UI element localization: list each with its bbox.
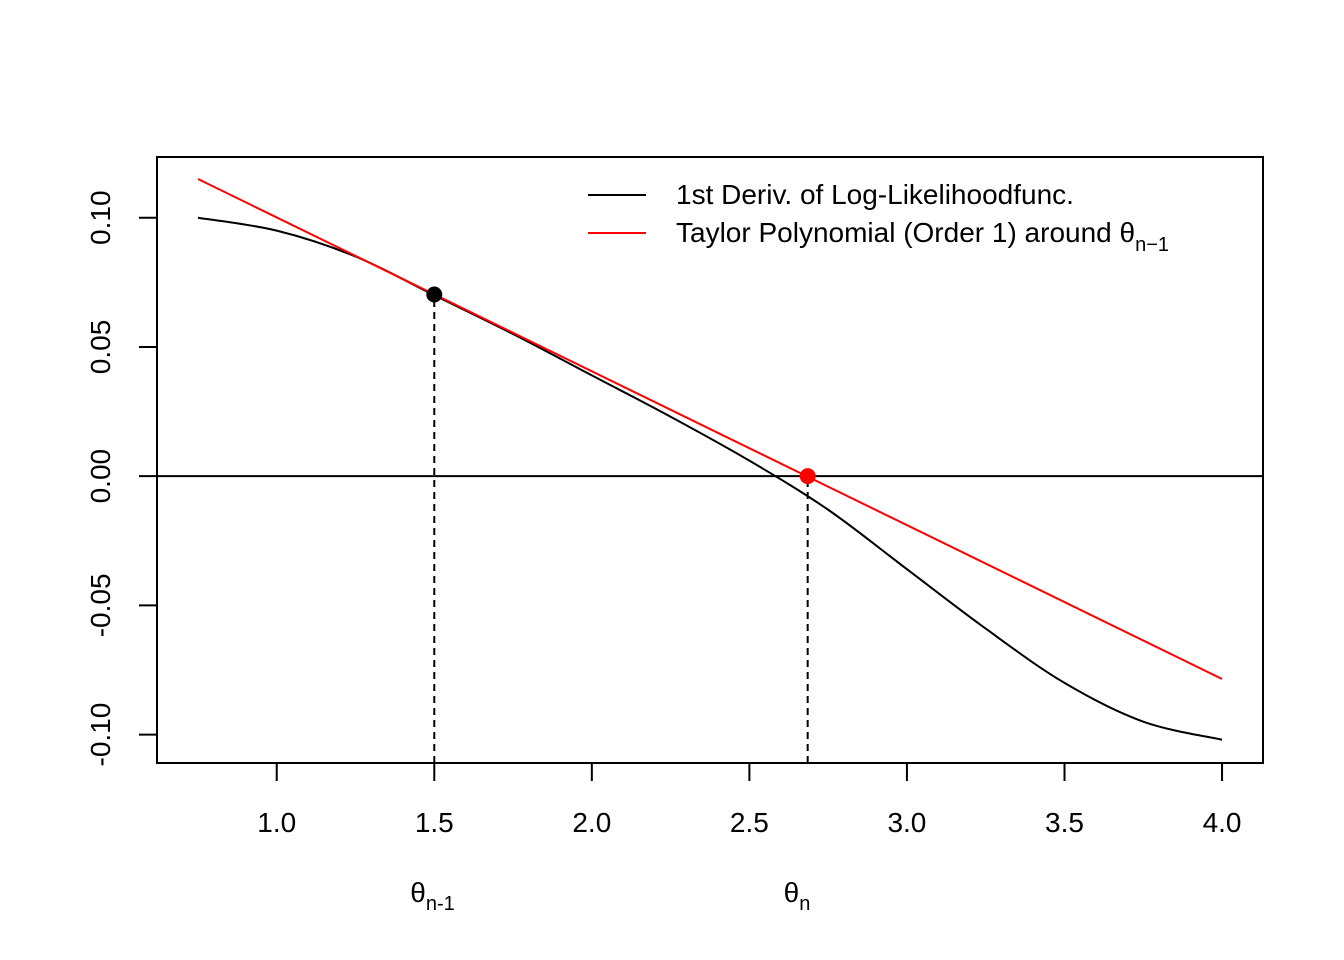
legend-entry-taylor: Taylor Polynomial (Order 1) around θn−1: [676, 217, 1169, 256]
theta-subscript-0: n-1: [426, 893, 455, 915]
highlight-points: [426, 286, 816, 485]
y-tick-label-2: 0.00: [85, 449, 116, 504]
theta-symbol-0: θ: [410, 877, 426, 908]
series-lines: [197, 178, 1223, 741]
legend-entry-derivative: 1st Deriv. of Log-Likelihoodfunc.: [676, 179, 1074, 210]
series-line-1: [197, 178, 1223, 680]
x-tick-label-4: 3.0: [887, 807, 926, 838]
x-tick-label-5: 3.5: [1045, 807, 1084, 838]
theta-label-0: θn-1: [410, 877, 454, 915]
legend: 1st Deriv. of Log-Likelihoodfunc. Taylor…: [588, 179, 1169, 256]
y-tick-label-3: -0.05: [85, 573, 116, 637]
x-axis: 1.0 1.5 2.0 2.5 3.0 3.5 4.0: [257, 762, 1242, 838]
theta-subscript-1: n: [799, 893, 810, 915]
point-0: [426, 286, 443, 303]
x-tick-label-0: 1.0: [257, 807, 296, 838]
x-tick-label-3: 2.5: [730, 807, 769, 838]
dashed-guides: [433, 294, 809, 763]
series-line-0: [197, 216, 1223, 741]
point-1: [799, 468, 816, 485]
y-tick-label-1: 0.05: [85, 320, 116, 375]
x-tick-label-2: 2.0: [572, 807, 611, 838]
x-tick-label-1: 1.5: [415, 807, 454, 838]
y-tick-label-0: 0.10: [85, 190, 116, 245]
y-axis: 0.10 0.05 0.00 -0.05 -0.10: [85, 190, 158, 767]
theta-label-1: θn: [784, 877, 811, 915]
theta-symbol-1: θ: [784, 877, 800, 908]
y-tick-label-4: -0.10: [85, 703, 116, 767]
legend-entry-taylor-label: Taylor Polynomial (Order 1) around θ: [676, 217, 1135, 248]
theta-labels: θn-1 θn: [410, 877, 810, 915]
x-tick-label-6: 4.0: [1203, 807, 1242, 838]
legend-entry-taylor-subscript: n−1: [1135, 234, 1169, 256]
